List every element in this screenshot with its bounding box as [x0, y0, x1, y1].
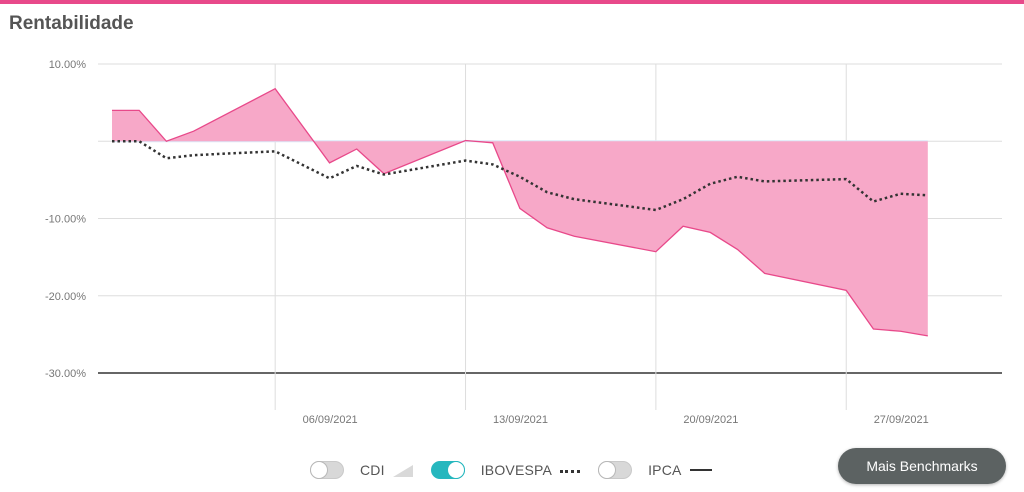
- x-tick-label: 27/09/2021: [874, 414, 929, 426]
- ipca-toggle-knob: [598, 461, 617, 479]
- benchmark-legend: CDI IBOVESPA IPCA: [310, 457, 730, 483]
- ibovespa-line: [112, 140, 928, 212]
- rentabilidade-chart: 10.00% -10.00% -20.00% -30.00% 06/09/2021 13/…: [45, 59, 1002, 426]
- ibovespa-toggle[interactable]: [430, 461, 465, 479]
- y-tick-label: -30.00%: [45, 368, 86, 380]
- legend-label-ipca: IPCA: [648, 462, 682, 478]
- ipca-toggle[interactable]: [598, 461, 633, 479]
- cdi-toggle-knob: [310, 461, 328, 479]
- y-tick-label: -20.00%: [45, 291, 86, 303]
- dotted-line-swatch-icon: [560, 469, 581, 473]
- cdi-toggle[interactable]: [310, 461, 344, 479]
- page-title: Rentabilidade: [9, 13, 134, 34]
- x-tick-label: 06/09/2021: [303, 414, 358, 426]
- legend-item-cdi[interactable]: CDI: [310, 461, 413, 479]
- legend-label-cdi: CDI: [360, 462, 385, 478]
- legend-item-ibovespa[interactable]: IBOVESPA: [430, 461, 581, 479]
- area-swatch-icon: [392, 465, 413, 477]
- x-tick-label: 13/09/2021: [493, 414, 548, 426]
- legend-label-ibovespa: IBOVESPA: [480, 462, 553, 478]
- solid-line-swatch-icon: [689, 469, 712, 471]
- top-accent-bar: [0, 0, 1024, 4]
- y-tick-label: 10.00%: [49, 59, 87, 71]
- more-benchmarks-button[interactable]: Mais Benchmarks: [838, 448, 1006, 484]
- legend-item-ipca[interactable]: IPCA: [598, 461, 712, 479]
- portfolio-line: [112, 87, 928, 337]
- portfolio-area: [112, 88, 928, 336]
- y-tick-label: -10.00%: [45, 214, 86, 226]
- x-tick-label: 20/09/2021: [683, 414, 738, 426]
- ibovespa-toggle-knob: [446, 461, 465, 479]
